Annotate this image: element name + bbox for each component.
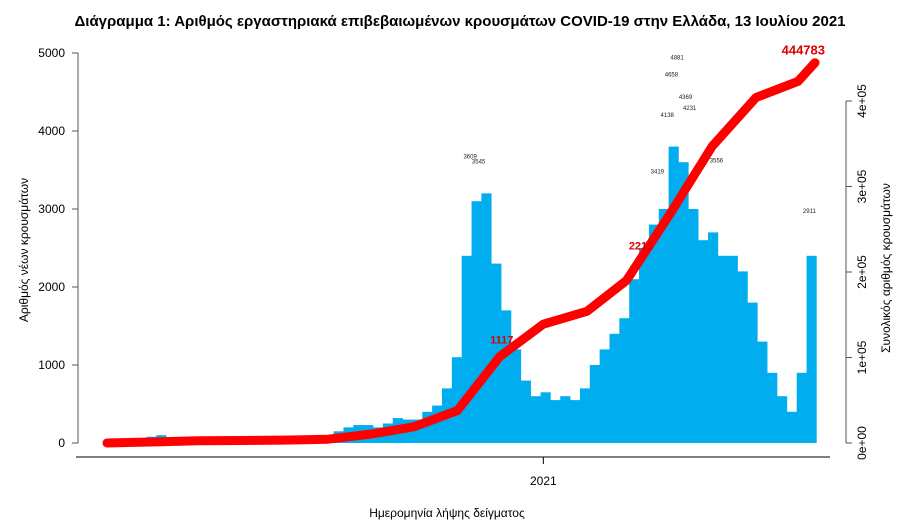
daily-bar	[560, 396, 571, 443]
daily-bar	[708, 232, 719, 443]
cumulative-label: 2215	[629, 241, 653, 253]
daily-bar	[737, 271, 748, 443]
daily-bar	[668, 146, 679, 443]
daily-bar	[717, 255, 729, 443]
daily-bar	[786, 411, 798, 443]
daily-bar	[599, 349, 610, 443]
daily-bars	[107, 146, 817, 443]
y2-tick-label: 1e+05	[855, 340, 869, 374]
daily-bar	[639, 248, 650, 443]
data-label: 2911	[803, 209, 817, 215]
y2-tick-label: 3e+05	[855, 169, 869, 203]
y2-tick-label: 4e+05	[855, 84, 869, 118]
daily-bar	[481, 193, 492, 443]
data-label: 3556	[710, 159, 724, 165]
daily-bar	[767, 372, 778, 443]
data-label: 3609	[463, 154, 477, 160]
cumulative-label: 444783	[782, 43, 825, 58]
y2-axis-label: Συνολικός αριθμός κρουσμάτων	[879, 183, 893, 353]
daily-bar	[648, 224, 660, 443]
daily-bar	[688, 209, 699, 443]
daily-bar	[806, 255, 817, 443]
y-tick-label: 3000	[38, 202, 65, 216]
y-tick-label: 5000	[38, 46, 65, 60]
daily-bar	[698, 240, 709, 443]
daily-bar	[658, 209, 669, 443]
daily-bar	[796, 372, 807, 443]
daily-bar	[619, 318, 630, 443]
daily-bar	[727, 255, 738, 443]
x-axis-label: Ημερομηνία λήψης δείγματος	[369, 506, 525, 520]
right-axis-ticks: 0e+00 1e+05 2e+05 3e+05 4e+05	[846, 84, 869, 460]
chart-title: Διάγραμμα 1: Αριθμός εργαστηριακά επιβεβ…	[75, 13, 846, 30]
daily-bar	[747, 302, 758, 443]
x-tick-label: 2021	[530, 474, 557, 488]
cumulative-labels: 1117 2215 444783	[490, 43, 825, 347]
daily-bar	[422, 411, 433, 443]
daily-bar	[757, 341, 768, 443]
daily-bar	[540, 392, 551, 443]
daily-bar	[629, 279, 640, 443]
y-tick-label: 0	[58, 436, 65, 450]
daily-bar	[530, 396, 541, 443]
x-axis-ticks: 2021	[530, 457, 557, 488]
y-axis-label: Αριθμός νέων κρουσμάτων	[17, 178, 31, 322]
y-tick-label: 2000	[38, 280, 65, 294]
daily-bar	[776, 396, 788, 443]
daily-bar	[550, 400, 561, 443]
data-label: 3419	[651, 169, 665, 175]
daily-bar	[461, 255, 472, 443]
daily-bar	[510, 349, 522, 443]
daily-bar	[432, 405, 443, 443]
daily-bar	[589, 365, 600, 443]
daily-bar	[678, 162, 689, 443]
cumulative-label: 1117	[490, 334, 513, 346]
daily-bar	[501, 310, 512, 443]
left-axis-ticks: 0 1000 2000 3000 4000 5000	[38, 46, 78, 450]
data-label: 4231	[683, 106, 697, 112]
daily-bar	[520, 380, 531, 443]
y2-tick-label: 2e+05	[855, 255, 869, 289]
y-tick-label: 4000	[38, 124, 65, 138]
y-tick-label: 1000	[38, 358, 65, 372]
daily-bar	[570, 400, 581, 443]
data-label: 4658	[665, 73, 679, 79]
daily-bar	[579, 388, 591, 443]
cumulative-line	[102, 58, 820, 448]
data-label: 4369	[679, 95, 693, 101]
daily-bar	[412, 419, 423, 443]
daily-bar	[471, 201, 482, 443]
data-label: 3545	[472, 159, 486, 165]
daily-bar	[491, 263, 502, 443]
data-label: 4138	[661, 113, 675, 119]
daily-bar	[451, 357, 463, 443]
y2-tick-label: 0e+00	[855, 426, 869, 460]
data-label: 4881	[670, 55, 684, 61]
daily-bar	[609, 333, 620, 443]
